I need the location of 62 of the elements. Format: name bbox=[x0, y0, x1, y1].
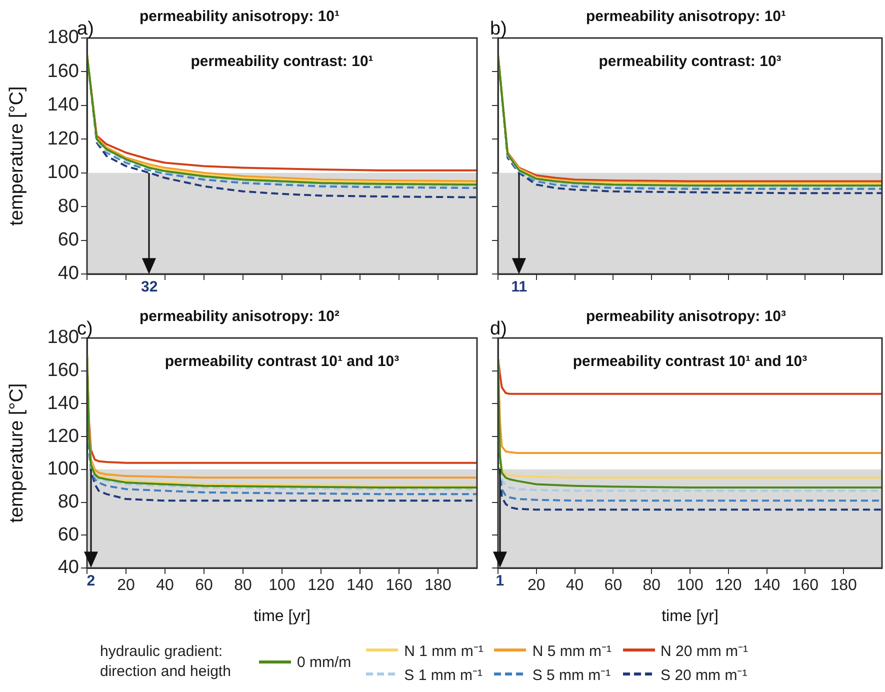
x-tick-label: 120 bbox=[715, 577, 742, 594]
x-tick-label: 160 bbox=[792, 577, 819, 594]
y-tick-label: 140 bbox=[47, 94, 79, 116]
y-tick-label: 120 bbox=[47, 128, 79, 150]
legend-title: hydraulic gradient: direction and heigth bbox=[100, 642, 232, 682]
x-tick-label: 80 bbox=[234, 577, 252, 594]
annotation: b) bbox=[490, 18, 507, 40]
annotation: 32 bbox=[141, 278, 158, 296]
x-axis-title: time [yr] bbox=[662, 608, 718, 625]
y-tick-label: 60 bbox=[58, 524, 79, 546]
y-tick-label: 120 bbox=[47, 426, 79, 447]
y-tick-label: 180 bbox=[47, 27, 79, 48]
annotation: c) bbox=[77, 318, 93, 340]
legend-label: 0 mm/m bbox=[297, 654, 352, 670]
x-tick-label: 180 bbox=[424, 577, 452, 594]
legend-label: S 1 mm m⁻¹ bbox=[404, 666, 483, 684]
legend-label: S 5 mm m⁻¹ bbox=[532, 666, 611, 684]
annotation: 11 bbox=[511, 278, 528, 296]
y-tick-label: 40 bbox=[58, 557, 79, 578]
chart-title: permeability anisotropy: 10³ bbox=[586, 308, 786, 326]
chart-title: permeability anisotropy: 10¹ bbox=[586, 8, 786, 26]
x-tick-label: 100 bbox=[268, 577, 296, 594]
text: permeability contrast 10¹ and 10³ bbox=[164, 353, 400, 370]
x-tick-label: 40 bbox=[156, 577, 174, 594]
legend-label: N 20 mm m⁻¹ bbox=[660, 642, 748, 660]
x-axis-title: time [yr] bbox=[254, 608, 310, 625]
y-tick-label: 160 bbox=[47, 360, 79, 382]
x-tick-label: 20 bbox=[117, 577, 135, 594]
y-tick-label: 60 bbox=[58, 230, 79, 251]
text: permeability contrast 10¹ and 10³ bbox=[572, 353, 808, 370]
legend-label: S 20 mm m⁻¹ bbox=[660, 666, 748, 684]
x-tick-label: 120 bbox=[308, 577, 334, 594]
x-tick-label: 140 bbox=[346, 577, 374, 594]
text: permeability contrast: 10³ bbox=[598, 53, 782, 70]
y-tick-label: 100 bbox=[47, 162, 79, 184]
x-tick-label: 60 bbox=[195, 577, 213, 594]
x-tick-label: 20 bbox=[528, 577, 546, 594]
y-tick-label: 140 bbox=[47, 392, 79, 414]
x-tick-label: 180 bbox=[830, 577, 858, 594]
y-axis-title: temperature [°C] bbox=[6, 383, 28, 523]
y-tick-label: 100 bbox=[47, 458, 79, 480]
text: permeability contrast: 10¹ bbox=[190, 53, 374, 70]
x-tick-label: 100 bbox=[676, 577, 704, 594]
annotation: a) bbox=[77, 18, 94, 40]
x-tick-label: 80 bbox=[642, 577, 661, 594]
x-tick-label: 140 bbox=[753, 577, 780, 594]
x-tick-label: 60 bbox=[604, 577, 622, 594]
y-tick-label: 80 bbox=[58, 196, 79, 217]
y-tick-label: 160 bbox=[47, 60, 79, 82]
y-tick-label: 40 bbox=[58, 263, 79, 284]
chart-title: permeability anisotropy: 10¹ bbox=[139, 8, 340, 26]
y-tick-label: 80 bbox=[58, 492, 79, 513]
x-tick-label: 40 bbox=[566, 577, 584, 594]
annotation: 2 bbox=[86, 572, 96, 590]
legend-label: N 1 mm m⁻¹ bbox=[404, 642, 484, 660]
chart-title: permeability anisotropy: 10² bbox=[139, 308, 340, 326]
y-axis-title: temperature [°C] bbox=[6, 86, 28, 226]
legend-label: N 5 mm m⁻¹ bbox=[532, 642, 612, 660]
annotation: d) bbox=[490, 318, 507, 340]
annotation: 1 bbox=[496, 572, 504, 590]
y-tick-label: 180 bbox=[47, 327, 79, 348]
x-tick-label: 160 bbox=[386, 577, 412, 594]
